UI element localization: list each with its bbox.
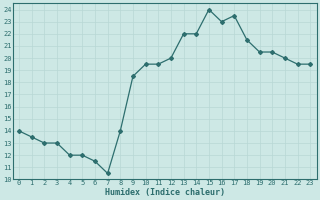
X-axis label: Humidex (Indice chaleur): Humidex (Indice chaleur): [105, 188, 225, 197]
